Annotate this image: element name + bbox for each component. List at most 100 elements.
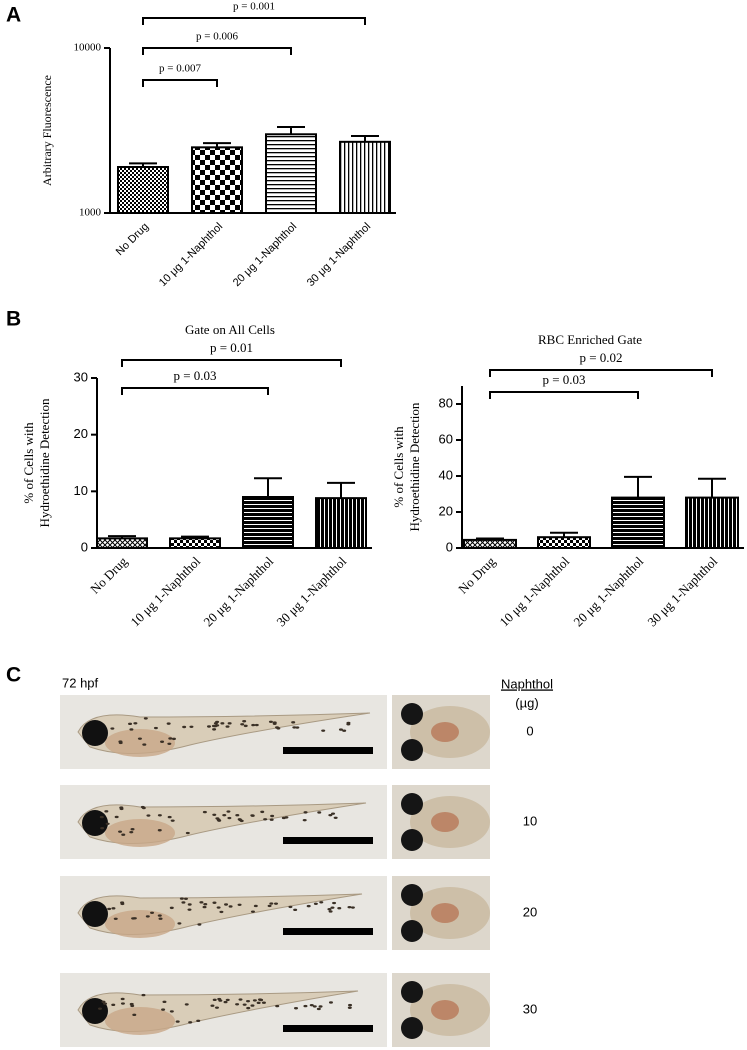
pigment-spot [347, 1006, 352, 1009]
dose-label: 20 [523, 904, 537, 919]
larva-eye [82, 810, 108, 836]
y-tick-label: 10000 [74, 42, 102, 54]
pigment-spot [284, 816, 289, 819]
pigment-spot [120, 902, 125, 906]
pigment-spot [100, 826, 105, 830]
y-axis-label: Hydroethidine Detection [37, 398, 52, 527]
y-axis-label: % of Cells with [391, 426, 406, 508]
p-value: p = 0.02 [579, 350, 622, 365]
pigment-spot [128, 722, 133, 726]
pigment-spot [167, 815, 172, 819]
y-tick-label: 60 [439, 431, 453, 446]
pigment-spot [228, 905, 233, 908]
pigment-spot [217, 819, 222, 822]
pigment-spot [137, 737, 142, 740]
y-tick-label: 40 [439, 467, 453, 482]
pigment-spot [130, 1004, 135, 1008]
pigment-spot [118, 830, 123, 833]
pigment-spot [157, 914, 162, 917]
pigment-spot [313, 902, 318, 905]
pigment-spot [342, 729, 347, 732]
y-axis-label: Hydroethidine Detection [407, 402, 422, 531]
pigment-spot [167, 742, 172, 745]
pigment-spot [318, 1005, 323, 1008]
pigment-spot [157, 829, 162, 832]
pigment-spot [183, 897, 188, 900]
significance-bracket [121, 387, 269, 395]
pigment-spot [254, 723, 259, 727]
pigment-spot [212, 998, 217, 1002]
pigment-spot [187, 908, 192, 911]
pigment-spot [132, 1013, 137, 1017]
significance-bracket [489, 391, 639, 399]
chart-title: RBC Enriched Gate [538, 332, 642, 347]
larva-eye [82, 998, 108, 1024]
panel-label: B [6, 308, 21, 331]
pigment-spot [197, 923, 202, 926]
pigment-spot [150, 911, 155, 914]
pigment-spot [246, 1006, 251, 1010]
pigment-spot [166, 722, 171, 725]
pigment-spot [337, 906, 342, 910]
pigment-spot [227, 816, 232, 820]
p-value: p = 0.001 [233, 1, 275, 13]
pigment-spot [215, 724, 220, 727]
larva-eye [82, 901, 108, 927]
pigment-spot [258, 998, 263, 1001]
x-tick-label: 20 μg 1-Naphthol [231, 221, 299, 289]
pigment-spot [215, 720, 220, 724]
pigment-spot [306, 904, 311, 908]
pigment-spot [104, 810, 109, 813]
pigment-spot [243, 724, 248, 728]
pigment-spot [216, 906, 221, 909]
pigment-spot [332, 901, 337, 905]
pigment-spot [263, 818, 268, 821]
pigment-spot [270, 814, 275, 818]
pigment-spot [328, 1001, 333, 1004]
pigment-spot [321, 729, 326, 732]
larva-eye [401, 920, 423, 942]
larva-eye [401, 829, 423, 851]
pigment-spot [215, 817, 220, 820]
pigment-spot [210, 1004, 215, 1007]
pigment-spot [103, 1002, 108, 1005]
pigment-spot [119, 807, 124, 811]
pigment-spot [226, 810, 231, 813]
pigment-spot [267, 904, 272, 908]
x-tick-label: No Drug [114, 221, 151, 258]
pigment-spot [132, 917, 137, 920]
larva-eye [401, 703, 423, 725]
larva-yolk [105, 1007, 175, 1035]
pigment-spot [199, 901, 204, 904]
bar [242, 496, 294, 549]
larva-eye [401, 739, 423, 761]
pigment-spot [222, 813, 227, 817]
pigment-spot [181, 901, 186, 904]
y-tick-label: 80 [439, 395, 453, 410]
pigment-spot [143, 717, 148, 720]
pigment-spot [317, 811, 322, 814]
pigment-spot [105, 822, 110, 826]
larva-yolk [105, 729, 175, 757]
panel-label: A [6, 4, 21, 27]
pigment-spot [269, 818, 274, 821]
pigment-spot [235, 814, 240, 817]
chart-title: Gate on All Cells [185, 322, 275, 337]
pigment-spot [212, 728, 217, 731]
pigment-spot [162, 1000, 167, 1004]
pigment-spot [235, 1003, 240, 1006]
pigment-spot [161, 1008, 166, 1011]
pigment-spot [168, 737, 173, 740]
time-label: 72 hpf [62, 675, 99, 690]
pigment-spot [246, 999, 251, 1003]
pigment-spot [111, 1003, 116, 1007]
bar [191, 146, 243, 215]
pigment-spot [288, 905, 293, 909]
pigment-spot [219, 910, 224, 914]
x-tick-label: 20 μg 1-Naphthol [570, 553, 646, 629]
pigment-spot [220, 722, 225, 725]
larva-eye [401, 884, 423, 906]
pigment-spot [217, 997, 222, 1001]
pigment-spot [269, 902, 274, 905]
